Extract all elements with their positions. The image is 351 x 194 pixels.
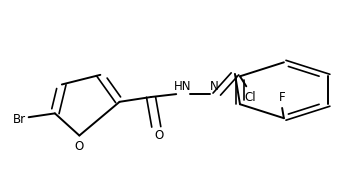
Text: Cl: Cl: [245, 91, 256, 104]
Text: N: N: [210, 80, 218, 93]
Text: F: F: [279, 91, 285, 104]
Text: Br: Br: [13, 113, 26, 126]
Text: O: O: [75, 140, 84, 153]
Text: HN: HN: [174, 80, 191, 93]
Text: O: O: [154, 129, 164, 142]
